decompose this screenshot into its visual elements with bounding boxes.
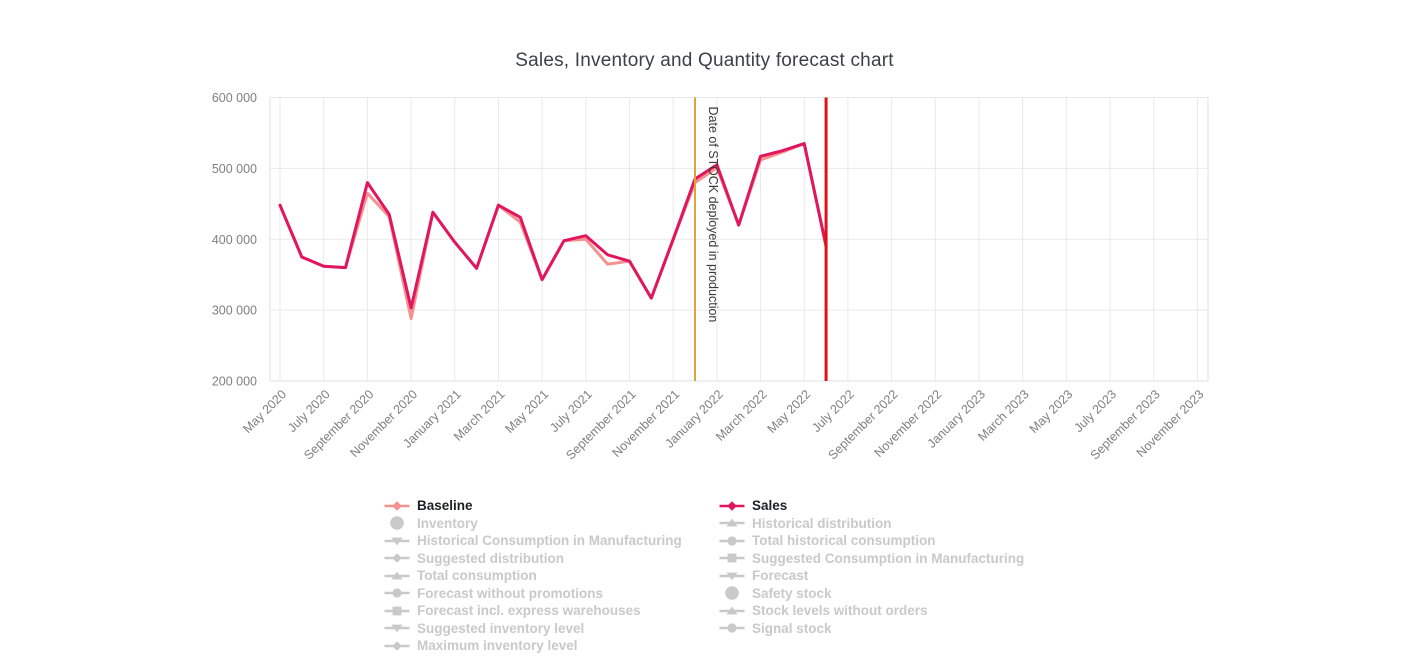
legend-item-label: Stock levels without orders [752,603,928,618]
legend-item-suggested-distribution[interactable]: Suggested distribution [384,550,682,568]
triangle-down-marker-icon [719,569,745,583]
x-axis-label: May 2020 [240,387,289,436]
legend-item-historical-distribution[interactable]: Historical distribution [719,515,1024,533]
x-axis-label: May 2022 [765,387,814,436]
legend-item-label: Historical distribution [752,515,892,531]
y-axis-label: 400 000 [212,233,257,247]
legend-item-label: Sales [752,498,788,513]
diamond-marker-icon [384,639,410,653]
triangle-up-marker-icon [719,604,745,618]
x-axis-label: May 2021 [503,387,552,436]
legend-item-total-historical-consumption[interactable]: Total historical consumption [719,532,1024,550]
legend-item-historical-consumption-in-manufacturing[interactable]: Historical Consumption in Manufacturing [384,532,682,550]
legend-item-label: Historical Consumption in Manufacturing [417,533,682,548]
legend-item-safety-stock[interactable]: Safety stock [719,585,1024,603]
legend-item-signal-stock[interactable]: Signal stock [719,620,1024,638]
y-axis-label: 300 000 [212,304,257,318]
legend-item-forecast-incl-express-warehouses[interactable]: Forecast incl. express warehouses [384,602,682,620]
chart-title: Sales, Inventory and Quantity forecast c… [515,50,894,71]
legend-item-label: Baseline [417,498,473,513]
legend-item-label: Maximum inventory level [417,638,578,653]
triangle-up-marker-icon [384,569,410,583]
legend-item-maximum-inventory-level[interactable]: Maximum inventory level [384,637,682,655]
annotation-label: Date of STOCK deployed in production [706,107,720,323]
legend-column-right: Sales Historical distribution Total histor… [719,497,1024,637]
legend-item-forecast[interactable]: Forecast [719,567,1024,585]
legend-item-label: Safety stock [752,585,832,601]
legend-item-label: Suggested Consumption in Manufacturing [752,550,1025,566]
legend-item-sales[interactable]: Sales [719,497,1024,515]
y-axis-label: 200 000 [212,375,257,389]
legend-item-label: Total consumption [417,568,537,583]
legend-item-total-consumption[interactable]: Total consumption [384,567,682,585]
triangle-up-marker-icon [719,516,745,530]
legend-item-suggested-consumption-in-manufacturing[interactable]: Suggested Consumption in Manufacturing [719,550,1024,568]
sales-series-line[interactable] [278,142,828,310]
legend-item-forecast-without-promotions[interactable]: Forecast without promotions [384,585,682,603]
circle-large-marker-icon [719,586,745,601]
legend-item-label: Suggested distribution [417,550,564,566]
forecast-chart-plot: 200 000 300 000 400 000 500 000 600 000 May 2… [212,91,1209,462]
circle-marker-icon [719,534,745,548]
legend-item-baseline[interactable]: Baseline [384,497,682,515]
diamond-marker-icon [719,499,745,513]
y-axis-label: 500 000 [212,162,257,176]
diamond-marker-icon [384,551,410,565]
legend-item-label: Forecast incl. express warehouses [417,603,641,618]
square-marker-icon [719,551,745,565]
triangle-down-marker-icon [384,534,410,548]
triangle-down-marker-icon [384,621,410,635]
legend-item-inventory[interactable]: Inventory [384,515,682,533]
legend-item-label: Inventory [417,515,478,531]
legend-item-label: Signal stock [752,620,832,636]
diamond-marker-icon [384,499,410,513]
legend-item-label: Total historical consumption [752,533,936,548]
legend-column-left: Baseline Inventory Historical Consumption … [384,497,682,655]
y-axis-label: 600 000 [212,91,257,105]
legend-item-label: Suggested inventory level [417,620,585,636]
baseline-series-line[interactable] [278,142,828,321]
x-axis-label: May 2023 [1027,387,1076,436]
circle-marker-icon [719,621,745,635]
circle-large-marker-icon [384,516,410,531]
legend-item-suggested-inventory-level[interactable]: Suggested inventory level [384,620,682,638]
legend-item-stock-levels-without-orders[interactable]: Stock levels without orders [719,602,1024,620]
legend-item-label: Forecast [752,568,809,583]
legend-item-label: Forecast without promotions [417,585,604,601]
circle-marker-icon [384,586,410,600]
square-marker-icon [384,604,410,618]
